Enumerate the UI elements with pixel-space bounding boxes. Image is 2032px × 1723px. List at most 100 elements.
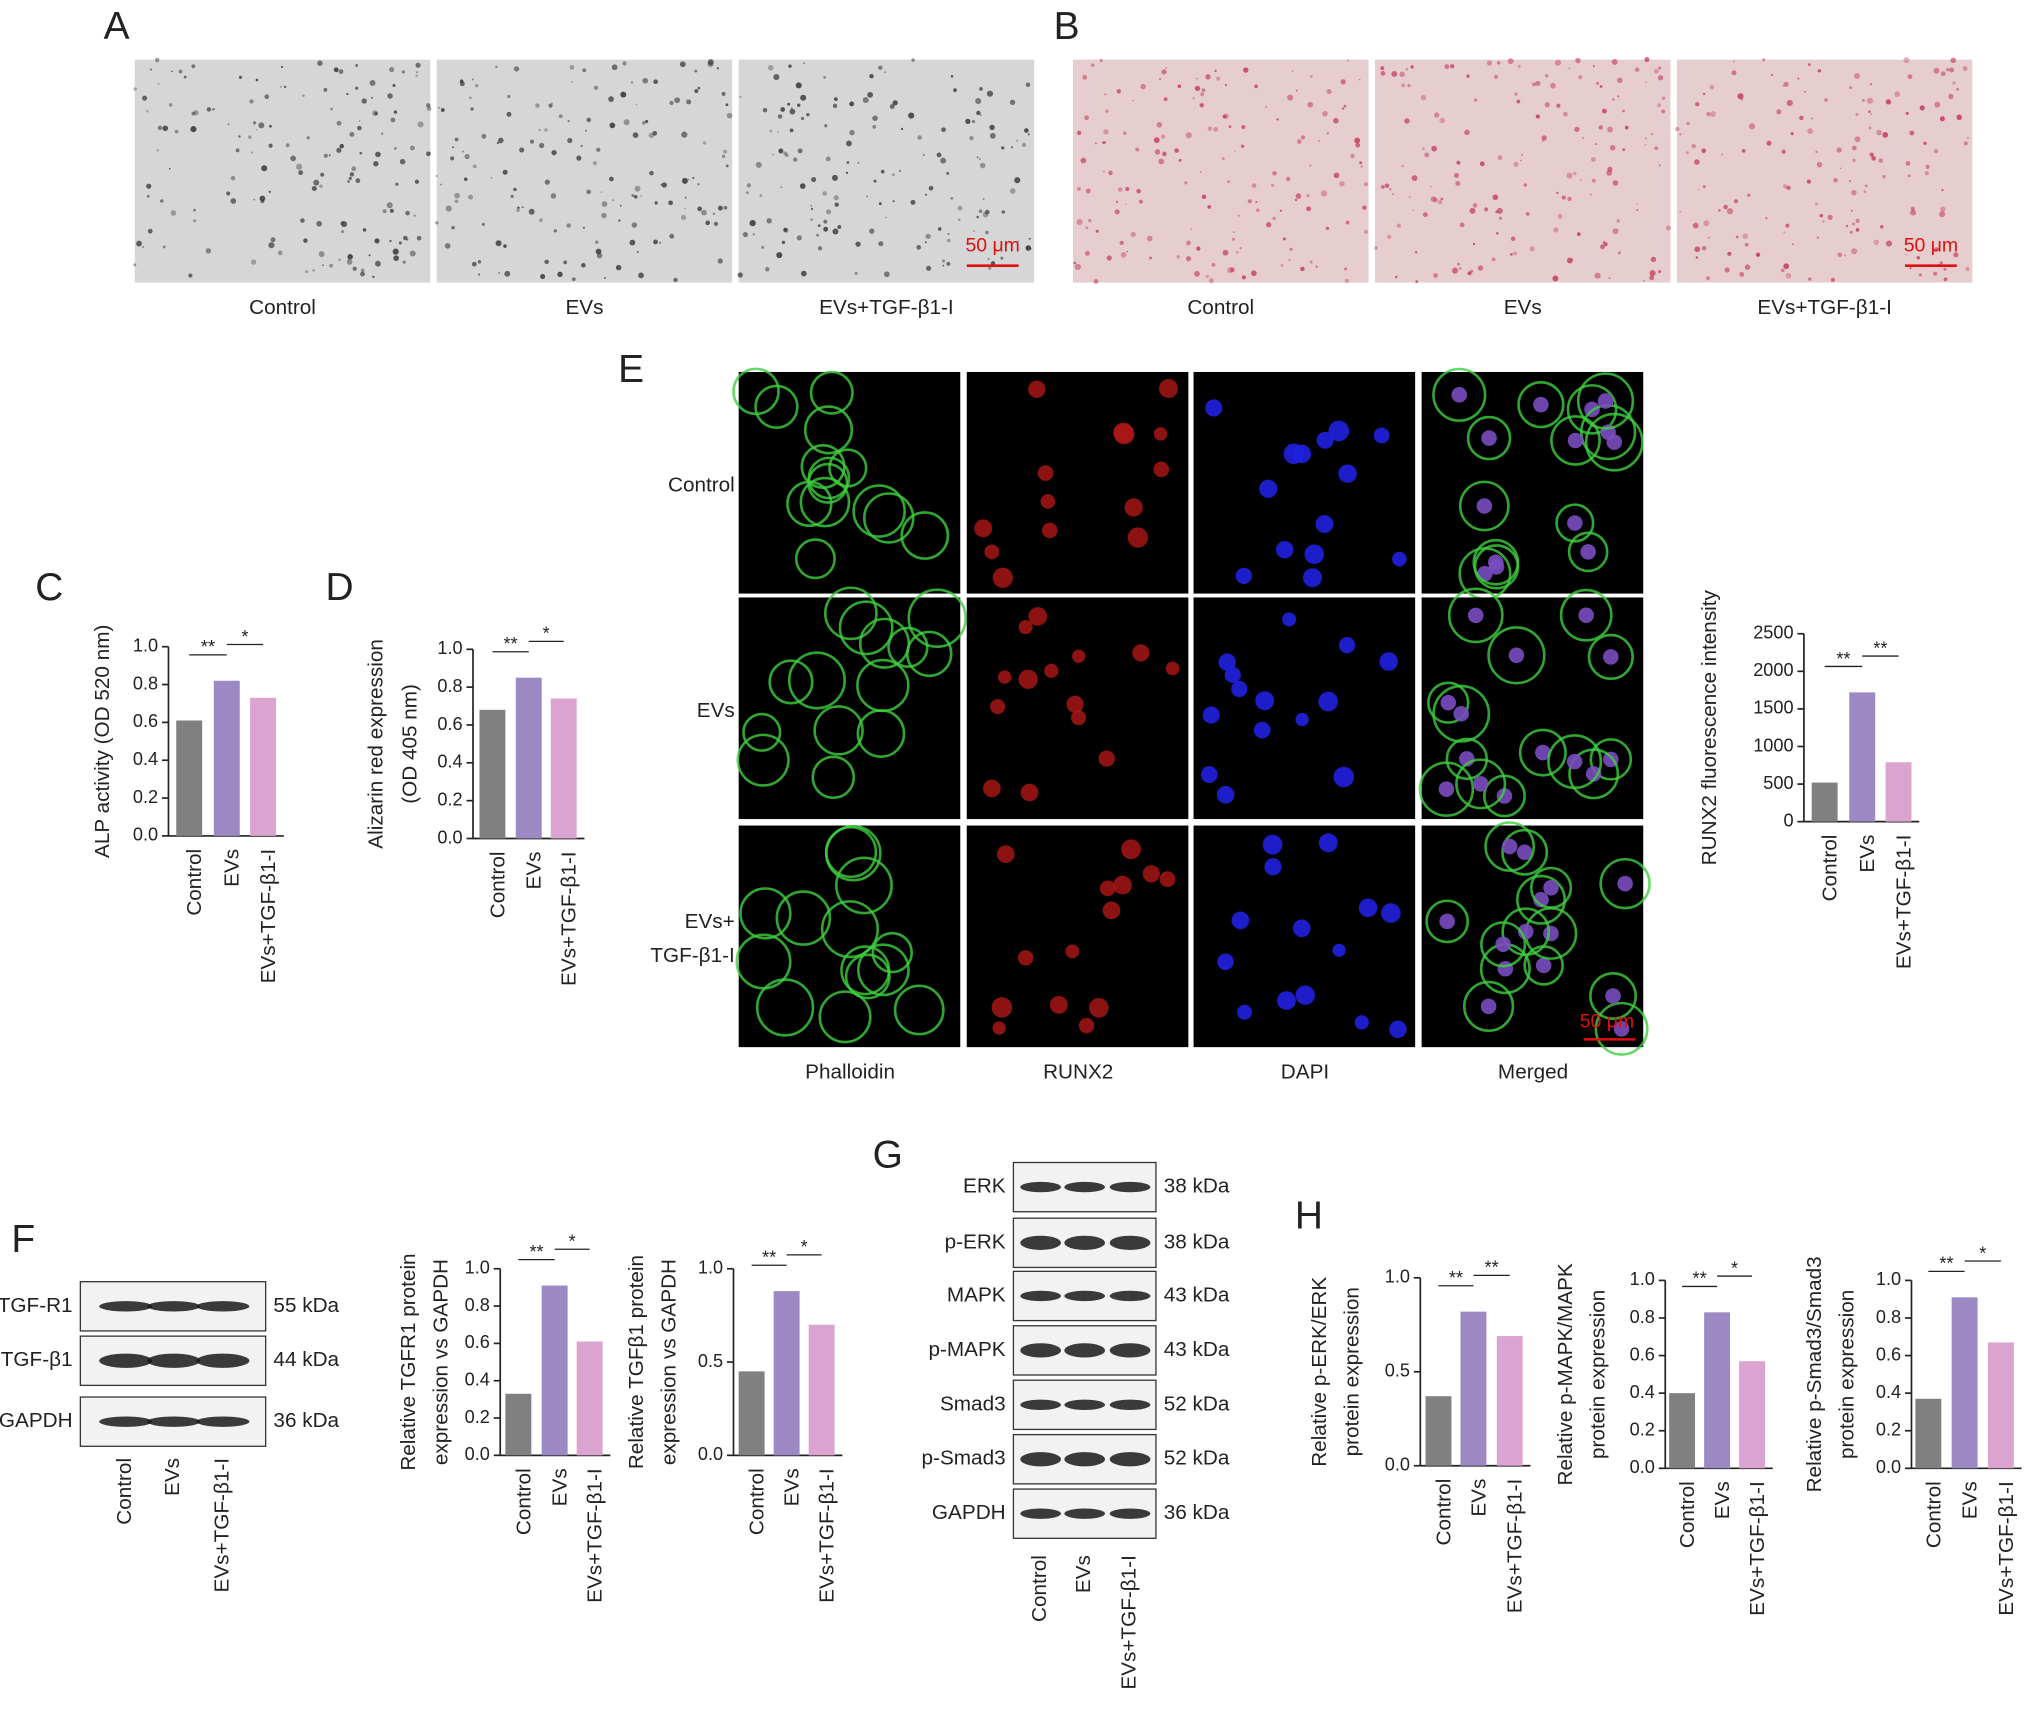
x-tick-label: EVs+TGF-β1-I [558,851,581,986]
texture [725,164,729,168]
x-tick-label: Control [512,1468,535,1535]
panel-letter: E [618,348,644,391]
texture [783,151,788,156]
texture [1422,212,1428,218]
texture [359,151,363,155]
texture [1196,77,1198,80]
texture [1766,140,1772,146]
texture [1444,64,1450,70]
texture [1424,152,1430,158]
texture [1819,213,1824,218]
texture [1345,220,1350,225]
texture [1836,147,1842,153]
texture [684,207,686,210]
texture [781,240,786,245]
texture [1214,69,1217,73]
texture [212,108,215,111]
micrograph-caption: EVs+TGF-β1-I [819,296,954,319]
texture [317,60,323,66]
texture [1873,239,1880,246]
texture [942,264,945,267]
texture [1477,565,1493,582]
texture [1184,181,1188,185]
texture [313,179,320,186]
texture [403,235,408,241]
texture [268,190,271,193]
texture [1594,272,1601,279]
texture [1816,161,1823,168]
scale-bar-label: 50 μm [1904,234,1958,256]
texture [373,161,379,167]
blot-band [1064,1290,1106,1302]
texture [358,120,361,122]
texture [535,103,540,108]
texture [495,240,502,247]
texture [252,121,257,125]
texture [1748,123,1756,130]
texture [438,106,441,109]
texture [1910,209,1917,216]
texture [1333,117,1339,124]
texture [178,69,183,74]
x-tick-label: Control [1432,1479,1455,1546]
texture [1514,92,1518,96]
texture [1520,159,1522,162]
texture [1162,151,1167,157]
texture [823,75,827,79]
texture [375,260,381,267]
texture [347,180,350,183]
texture [1420,94,1427,101]
texture [630,81,634,84]
texture [892,100,898,106]
texture [937,227,942,231]
texture [1085,188,1091,194]
texture [1650,133,1653,136]
texture [582,68,587,73]
texture [1578,607,1594,624]
texture [1924,171,1929,176]
texture [1568,67,1571,70]
texture [1566,753,1583,770]
texture [280,65,284,68]
texture [303,238,308,243]
texture [1138,199,1143,204]
texture [735,933,792,990]
texture [567,119,570,123]
texture [1702,185,1706,189]
texture [1880,224,1884,229]
texture [1600,244,1605,250]
texture [1010,145,1014,149]
texture [206,107,212,112]
texture [789,108,796,115]
texture [528,208,535,215]
texture [398,241,402,245]
texture [1422,147,1425,151]
significance-label: * [801,1237,808,1257]
texture [1099,58,1103,62]
texture [762,107,768,113]
panel-letter: A [104,5,130,48]
texture [1309,260,1313,264]
texture [725,103,729,107]
texture [393,110,398,114]
texture [1207,205,1212,209]
texture [755,161,762,168]
texture [193,219,197,223]
y-tick-label: 0.0 [1630,1457,1655,1477]
texture [183,75,187,79]
texture [1498,216,1502,220]
texture [279,85,282,88]
texture [582,226,585,229]
texture [462,150,464,153]
significance-label: ** [1873,638,1887,658]
texture [742,712,782,752]
texture [1480,921,1527,968]
texture [1943,267,1947,271]
texture [1845,224,1849,228]
texture [800,94,807,101]
texture [794,538,836,580]
texture [382,209,387,214]
texture [1822,220,1825,223]
texture [796,235,802,241]
texture [608,96,614,102]
